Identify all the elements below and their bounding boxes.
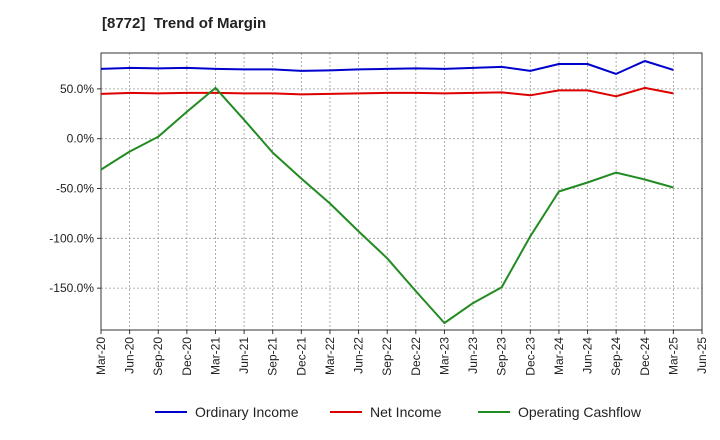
legend-item-net-income: Net Income: [330, 404, 442, 420]
x-tick-label: Mar-20: [94, 337, 108, 375]
y-tick-label: -50.0%: [56, 182, 94, 196]
chart-title: [8772] Trend of Margin: [102, 15, 267, 32]
legend-label: Net Income: [370, 404, 442, 420]
x-tick-label: Dec-20: [180, 337, 194, 376]
x-axis-ticks: Mar-20 Jun-20 Sep-20 Dec-20 Mar-21 Jun-21 Sep-…: [94, 330, 709, 376]
legend-swatch: [330, 411, 362, 413]
plot-frame: [100, 52, 703, 331]
x-tick-label: Dec-23: [523, 337, 537, 376]
x-tick-label: Jun-23: [466, 337, 480, 374]
legend: Ordinary Income Net Income Operating Cashf…: [0, 404, 720, 426]
y-tick-label: 0.0%: [67, 132, 95, 146]
y-axis-ticks: 50.0% 0.0% -50.0% -100.0% -150.0%: [49, 82, 101, 295]
x-tick-label: Mar-24: [552, 337, 566, 375]
x-tick-label: Jun-21: [237, 337, 251, 374]
x-tick-label: Jun-20: [123, 337, 137, 374]
y-tick-label: 50.0%: [60, 82, 94, 96]
legend-swatch: [155, 411, 187, 413]
series-line-ordinary-income: [100, 60, 674, 75]
x-tick-label: Sep-21: [266, 337, 280, 376]
series-layer: [100, 60, 674, 324]
x-tick-label: Jun-24: [581, 337, 595, 374]
x-tick-label: Jun-25: [695, 337, 709, 374]
series-line-net-income: [100, 86, 674, 98]
legend-swatch: [478, 411, 510, 413]
x-tick-label: Sep-22: [380, 337, 394, 376]
legend-label: Ordinary Income: [195, 404, 299, 420]
x-tick-label: Mar-21: [208, 337, 222, 375]
x-tick-label: Sep-23: [495, 337, 509, 376]
x-tick-label: Sep-24: [609, 337, 623, 376]
legend-item-operating-cashflow: Operating Cashflow: [478, 404, 641, 420]
series-line-operating-cashflow: [100, 86, 674, 324]
legend-item-ordinary-income: Ordinary Income: [155, 404, 298, 420]
x-tick-label: Dec-21: [294, 337, 308, 376]
y-tick-label: -150.0%: [49, 281, 94, 295]
x-tick-label: Sep-20: [151, 337, 165, 376]
x-tick-label: Jun-22: [352, 337, 366, 374]
x-tick-label: Mar-25: [666, 337, 680, 375]
x-tick-label: Dec-22: [409, 337, 423, 376]
x-tick-label: Mar-23: [437, 337, 451, 375]
grid-lines: [101, 53, 702, 330]
y-tick-label: -100.0%: [49, 231, 94, 245]
legend-label: Operating Cashflow: [518, 404, 641, 420]
x-tick-label: Dec-24: [638, 337, 652, 376]
x-tick-label: Mar-22: [323, 337, 337, 375]
